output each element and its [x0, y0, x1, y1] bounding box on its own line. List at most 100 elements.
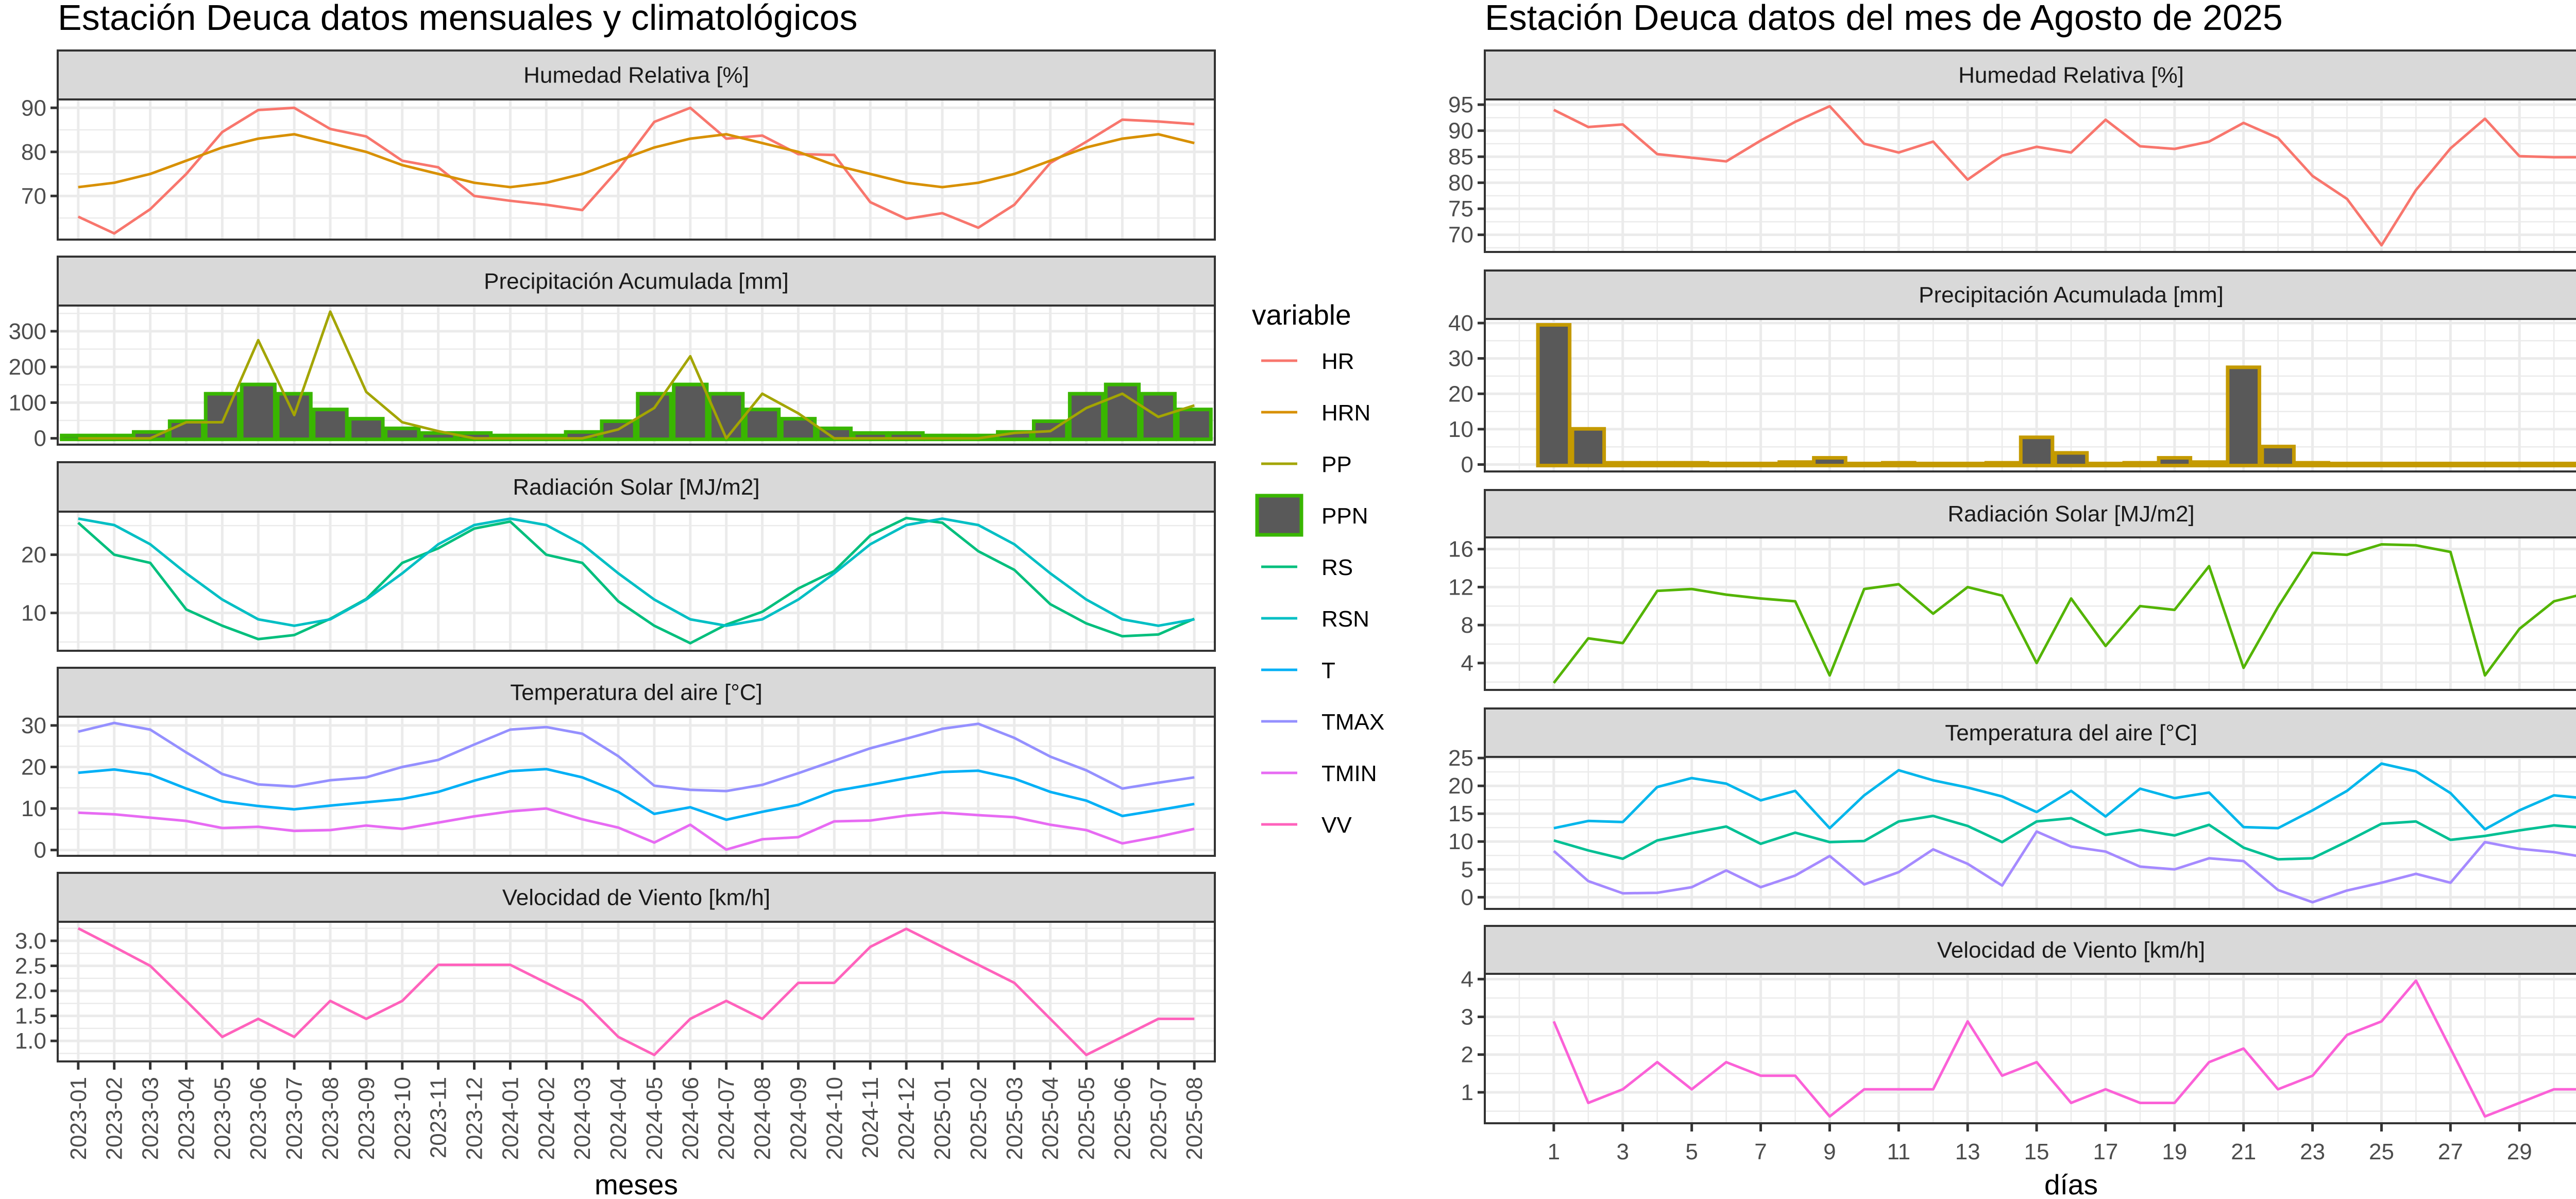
facet-strip — [57, 872, 1216, 923]
bar-PP — [2467, 462, 2503, 468]
y-tick-label: 30 — [21, 713, 46, 738]
panel-border — [57, 98, 1216, 241]
legend-title: variable — [1252, 299, 1351, 331]
x-tick-label: 2023-09 — [354, 1077, 379, 1160]
x-tick-label: 25 — [2369, 1139, 2394, 1164]
x-tick-label: 2024-04 — [606, 1077, 631, 1160]
y-tick-label: 1.0 — [15, 1028, 46, 1054]
bar-PPN — [1176, 408, 1213, 442]
x-tick-label: 2024-03 — [570, 1077, 595, 1160]
y-tick-label: 0 — [34, 426, 46, 451]
bar-PP — [2433, 462, 2468, 468]
facet-strip-label: Temperatura del aire [°C] — [1945, 720, 2197, 746]
line-RS — [1552, 543, 2576, 684]
panel-border — [1484, 756, 2576, 910]
legend-label: TMAX — [1321, 710, 1384, 735]
panel-border — [1484, 318, 2576, 472]
series-HR — [1553, 105, 2576, 247]
x-tick-label: 13 — [1955, 1139, 1980, 1164]
line-PP — [78, 310, 1195, 440]
bar-PP — [1950, 462, 1986, 468]
bar-PP — [1605, 461, 1641, 468]
facet-strip — [57, 461, 1216, 513]
series-VV — [1552, 979, 2576, 1118]
y-tick-label: 1.5 — [15, 1004, 46, 1029]
line-HRN — [78, 133, 1195, 189]
y-tick-label: 10 — [21, 796, 46, 821]
grid — [1485, 756, 2576, 909]
bar-PPN — [204, 392, 241, 442]
x-tick-label: 2024-12 — [894, 1077, 919, 1160]
x-tick-label: 2023-01 — [66, 1077, 91, 1160]
legend-item-PPN: PPN — [1255, 494, 1368, 537]
series-TMAX — [78, 721, 1195, 792]
grid — [58, 99, 1215, 240]
x-axis-title-daily: días — [2044, 1169, 2098, 1199]
bar-PPN — [708, 392, 745, 442]
y-tick-label: 4 — [1461, 651, 1473, 676]
y-tick-label: 80 — [1448, 171, 1473, 196]
y-tick-label: 85 — [1448, 144, 1473, 170]
bar-PPN — [240, 382, 277, 442]
y-tick-label: 0 — [1461, 452, 1473, 478]
x-tick-label: 2024-07 — [714, 1077, 739, 1160]
facet-strip — [57, 49, 1216, 100]
grid — [1485, 974, 2576, 1123]
legend-label: VV — [1321, 813, 1352, 838]
facet-strip — [57, 256, 1216, 307]
x-tick-label: 3 — [1617, 1139, 1629, 1164]
x-tick-label: 2023-05 — [210, 1077, 235, 1160]
facet-strip-label: Radiación Solar [MJ/m2] — [1947, 501, 2194, 527]
series-PPN — [60, 382, 1213, 442]
line-HR — [1553, 105, 2576, 247]
bar-PP — [1915, 462, 1951, 468]
legend-monthly: variable HR HRN PP PPN RS RSN T TMAX TMIN VV — [1252, 299, 1384, 838]
bar-PP — [2088, 462, 2124, 468]
legend-label: PP — [1321, 452, 1352, 477]
bar-PPN — [167, 419, 205, 442]
x-tick-label: 15 — [2024, 1139, 2049, 1164]
x-tick-label: 2023-03 — [138, 1077, 163, 1160]
legend-item-TMAX: TMAX — [1261, 710, 1384, 735]
bar-PP — [2226, 365, 2261, 468]
bar-PPN — [672, 382, 709, 442]
y-tick-label: 1 — [1461, 1080, 1473, 1105]
series-RS — [77, 516, 1195, 645]
facet-strip-label: Temperatura del aire [°C] — [510, 680, 762, 705]
y-tick-label: 40 — [1448, 311, 1473, 336]
series-TMIN — [78, 807, 1195, 851]
bar-PP — [2329, 462, 2365, 468]
legend-item-HRN: HRN — [1261, 400, 1370, 426]
bar-PP — [1674, 461, 1709, 468]
panel-border — [57, 305, 1216, 446]
bar-PP — [1708, 462, 1744, 468]
series-T — [1553, 815, 2576, 861]
legend-key-bar — [1255, 494, 1303, 537]
facet-strip-label: Humedad Relativa [%] — [523, 63, 749, 88]
chart-daily: Humedad Relativa [%]707580859095Precipit… — [1448, 49, 2576, 1164]
y-tick-label: 2.0 — [15, 978, 46, 1004]
grid — [58, 922, 1215, 1061]
facet-strip-label: Precipitación Acumulada [mm] — [484, 269, 789, 294]
line-VV — [77, 927, 1195, 1056]
bar-PP — [1846, 462, 1882, 468]
x-tick-label: 5 — [1685, 1139, 1698, 1164]
x-tick-label: 1 — [1548, 1139, 1560, 1164]
x-tick-label: 2025-06 — [1110, 1077, 1135, 1160]
bar-PP — [1639, 461, 1675, 468]
y-tick-label: 10 — [21, 601, 46, 626]
y-tick-label: 10 — [1448, 417, 1473, 442]
legend-label: HR — [1321, 349, 1354, 374]
legend-label: RSN — [1321, 606, 1369, 632]
series-PP — [1536, 323, 2576, 468]
x-tick-label: 21 — [2231, 1139, 2256, 1164]
panel-4: Velocidad de Viento [km/h] 1.01.52.02.53.… — [15, 872, 1216, 1062]
line-TMAX — [1553, 762, 2576, 831]
y-tick-label: 12 — [1448, 575, 1473, 600]
y-tick-label: 90 — [1448, 119, 1473, 144]
y-tick-label: 3.0 — [15, 928, 46, 954]
y-tick-label: 95 — [1448, 92, 1473, 117]
bar-PP — [1812, 456, 1848, 468]
